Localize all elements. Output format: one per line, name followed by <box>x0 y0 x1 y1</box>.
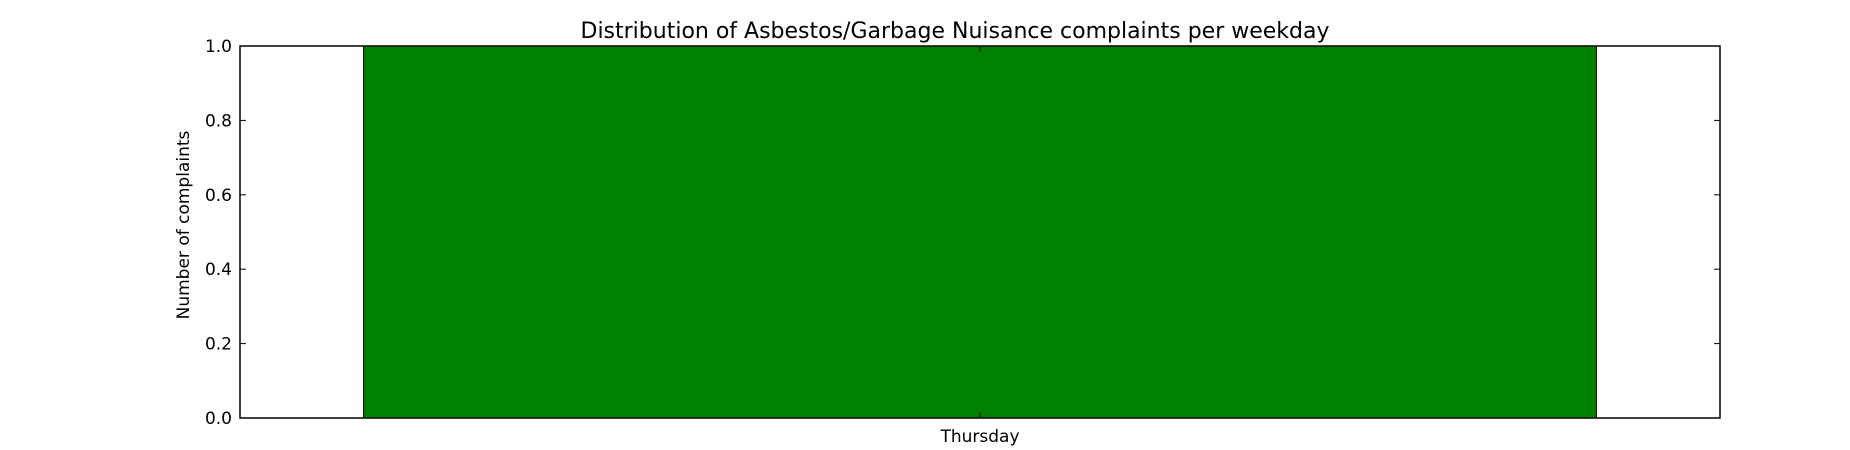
plot-area: Thursday 0.0 0.2 0.4 0.6 0.8 1.0 <box>205 37 1721 447</box>
y-tick-label: 0.2 <box>205 335 232 355</box>
x-tick-label: Thursday <box>939 427 1019 447</box>
chart-title: Distribution of Asbestos/Garbage Nuisanc… <box>581 19 1330 44</box>
y-tick-label: 0.6 <box>205 186 232 206</box>
y-tick-label: 0.4 <box>205 260 232 280</box>
y-axis-label: Number of complaints <box>174 130 194 319</box>
y-tick-label: 0.0 <box>205 409 232 429</box>
plot-frame <box>239 45 1721 419</box>
y-tick-label: 0.8 <box>205 111 232 131</box>
bar-thursday <box>363 45 1597 419</box>
y-tick-label: 1.0 <box>205 37 232 57</box>
